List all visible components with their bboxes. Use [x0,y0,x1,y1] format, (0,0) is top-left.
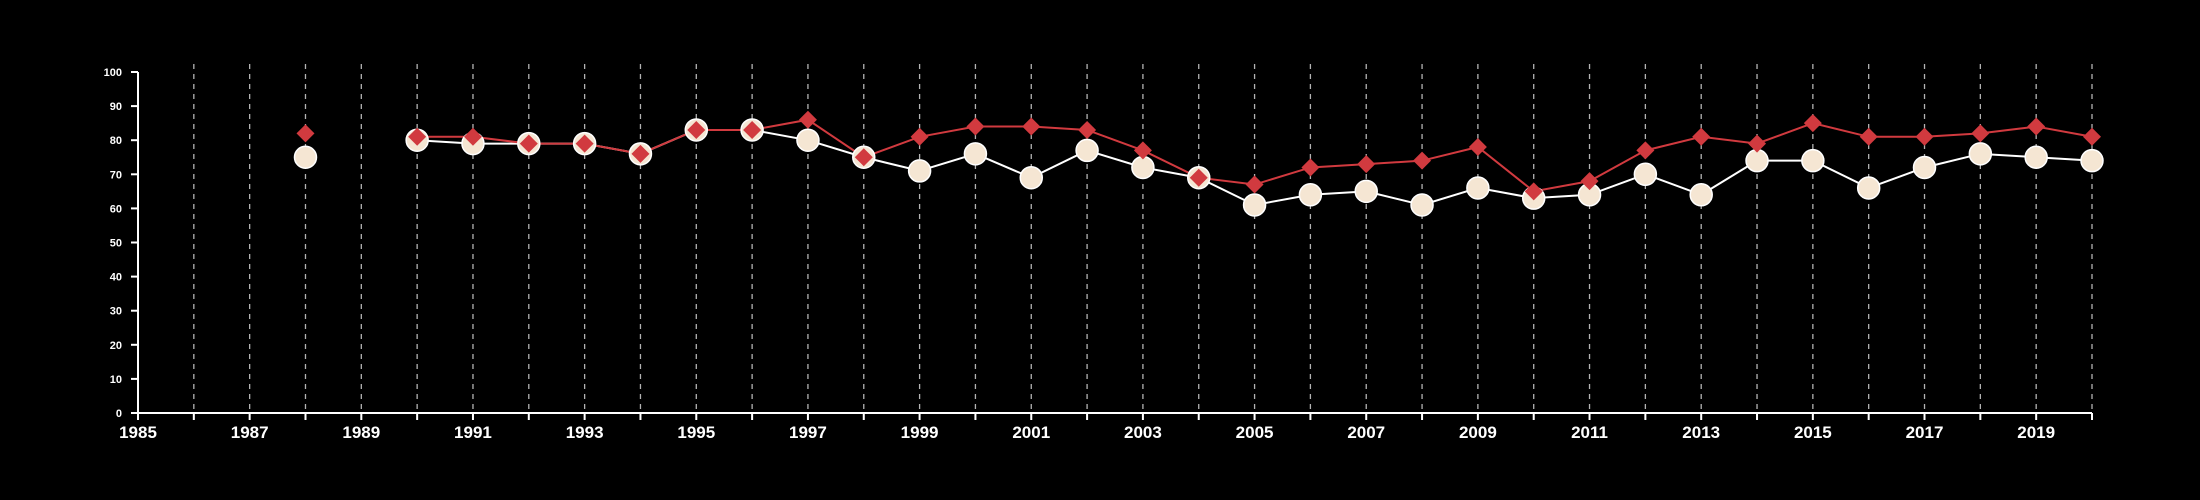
x-tick-label: 2003 [1124,423,1162,442]
data-point-diamond [2083,127,2101,146]
data-point-diamond [1859,127,1878,146]
data-point-circle [1131,155,1155,180]
data-point-diamond [408,127,427,146]
data-point-circle [1801,148,1825,173]
y-tick-label: 60 [110,203,122,215]
x-tick-label: 2001 [1012,423,1050,442]
data-point-circle [963,142,988,166]
x-tick-label: 2017 [1906,423,1944,442]
y-tick-label: 10 [110,374,122,386]
x-tick-label: 1991 [454,423,492,442]
y-tick-label: 0 [116,408,122,420]
x-tick-label: 1995 [677,423,715,442]
data-point-circle [293,145,318,169]
data-point-diamond [687,120,706,139]
data-point-diamond [1078,120,1097,139]
data-point-diamond [910,127,929,146]
data-point-diamond [1413,151,1432,170]
data-point-diamond [1803,114,1822,133]
data-point-diamond [2027,117,2046,136]
data-point-diamond [1301,158,1320,177]
x-tick-label: 2007 [1347,423,1385,442]
x-tick-label: 2011 [1571,423,1608,442]
x-tick-label: 1999 [901,423,939,442]
data-point-circle [1856,176,1881,200]
data-point-circle [2024,145,2048,169]
y-tick-label: 100 [104,67,122,79]
data-point-diamond [1189,168,1208,187]
axes [131,71,2093,420]
x-tick-label: 2013 [1682,423,1720,442]
series-layer [293,110,2104,217]
data-point-circle [1242,193,1267,217]
data-point-diamond [854,148,873,167]
data-point-diamond [1022,117,1041,136]
grid-lines [193,64,2093,413]
y-tick-label: 30 [110,306,122,318]
data-point-diamond [1915,127,1934,146]
data-point-diamond [1580,172,1599,191]
x-tick-label: 1987 [231,423,269,442]
y-tick-label: 20 [110,340,122,352]
x-tick-label: 2015 [1794,423,1832,442]
data-point-circle [1912,155,1937,180]
x-tick-label: 1993 [566,423,604,442]
data-point-diamond [575,134,594,153]
data-point-circle [2080,148,2104,173]
data-point-diamond [1971,124,1990,143]
data-point-diamond [1468,138,1487,157]
x-tick-label: 2009 [1459,423,1497,442]
data-point-diamond [798,110,817,129]
data-point-circle [1745,148,1769,173]
data-point-circle [796,128,820,152]
x-tick-label: 1985 [119,423,157,442]
data-point-circle [907,159,932,183]
x-tick-label: 1989 [342,423,380,442]
y-tick-label: 80 [110,135,122,147]
data-point-diamond [1636,141,1655,160]
data-point-diamond [1133,141,1152,160]
x-tick-label: 2019 [2017,423,2055,442]
x-tick-label: 1997 [789,423,827,442]
y-tick-label: 70 [110,169,122,181]
data-point-circle [1968,142,1993,166]
data-point-diamond [1524,182,1543,201]
data-point-circle [1354,179,1378,204]
data-point-circle [1298,183,1323,207]
tick-labels: 0 10 20 30 40 50 60 70 80 90 100 1985 1987 1989 1991 19… [104,67,2055,442]
data-point-diamond [296,124,315,143]
data-point-diamond [1692,127,1711,146]
data-point-diamond [1748,134,1767,153]
data-point-circle [1466,176,1490,200]
data-point-circle [1633,162,1658,187]
y-tick-label: 50 [110,238,122,250]
data-point-diamond [1245,175,1264,194]
data-point-circle [1689,183,1713,207]
data-point-circle [1410,193,1434,217]
y-tick-label: 40 [110,272,122,284]
x-tick-label: 2005 [1236,423,1274,442]
data-point-circle [1075,138,1099,163]
y-tick-label: 90 [110,101,122,113]
data-point-circle [1019,165,1044,190]
data-point-diamond [1357,155,1376,174]
data-point-diamond [743,120,762,139]
data-point-diamond [966,117,985,136]
data-point-diamond [519,134,538,153]
data-point-diamond [463,127,482,146]
data-point-diamond [631,144,650,163]
